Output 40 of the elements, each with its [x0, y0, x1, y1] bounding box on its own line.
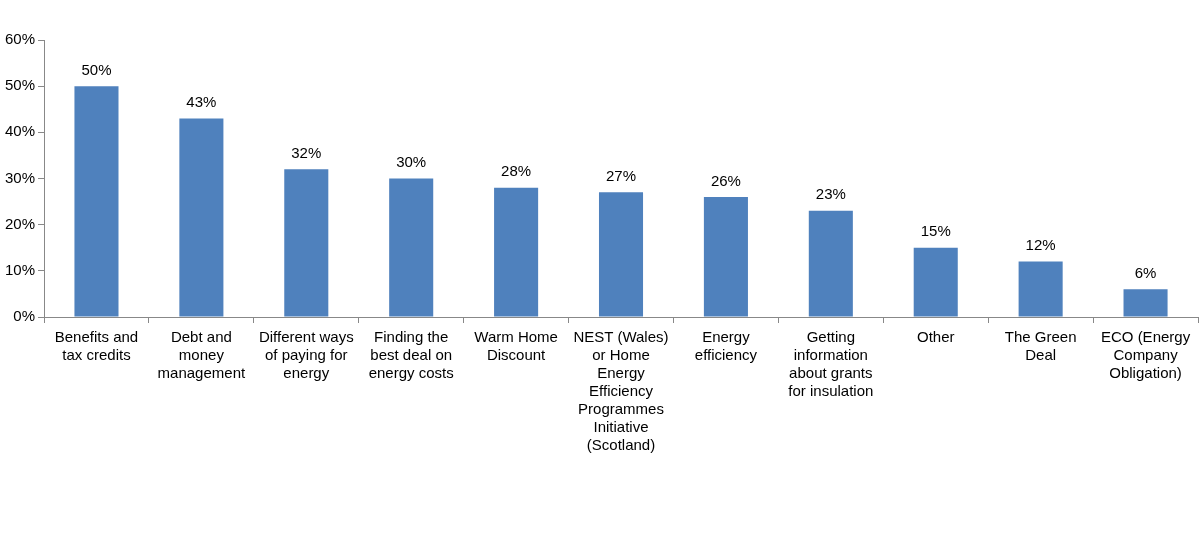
x-tick-label: Debt and money management — [157, 328, 246, 382]
y-tick-label: 30% — [4, 168, 36, 186]
x-tick-label: Energy efficiency — [694, 328, 758, 364]
data-label: 23% — [815, 185, 846, 203]
bar — [74, 86, 119, 317]
bar — [808, 210, 853, 317]
y-tick-label: 50% — [4, 76, 36, 94]
x-tick-label: Getting information about grants for insulation — [788, 328, 874, 400]
bar — [703, 196, 748, 317]
bar — [1018, 261, 1063, 317]
data-label: 27% — [606, 166, 637, 184]
y-tick-label: 0% — [13, 307, 36, 325]
bar — [913, 247, 958, 317]
x-tick-label: Other — [916, 328, 955, 346]
bar — [284, 169, 329, 317]
data-label: 6% — [1134, 263, 1157, 281]
data-label: 12% — [1025, 236, 1056, 254]
data-label: 26% — [710, 171, 741, 189]
data-label: 15% — [920, 222, 951, 240]
x-tick-label: Different ways of paying for energy — [258, 328, 354, 382]
y-tick-label: 20% — [4, 214, 36, 232]
x-tick-label: Finding the best deal on energy costs — [368, 328, 454, 382]
x-tick-label: Warm Home Discount — [474, 328, 558, 364]
y-tick-label: 40% — [4, 122, 36, 140]
data-label: 28% — [501, 162, 532, 180]
data-label: 50% — [81, 60, 112, 78]
x-tick-label: Benefits and tax credits — [54, 328, 139, 364]
x-tick-label: ECO (Energy Company Obligation) — [1100, 328, 1191, 382]
x-tick-label: NEST (Wales) or Home Energy Efficiency Programmes Initiative (Scotland) — [573, 328, 669, 454]
data-label: 30% — [396, 153, 427, 171]
y-tick-label: 60% — [4, 30, 36, 48]
bar — [179, 118, 224, 317]
y-tick-label: 10% — [4, 260, 36, 278]
bar — [598, 192, 644, 317]
bar — [494, 187, 539, 317]
bar — [389, 178, 434, 317]
data-label: 43% — [186, 93, 217, 111]
x-tick-label: The Green Deal — [1004, 328, 1077, 364]
bar — [1123, 289, 1168, 317]
data-label: 32% — [291, 143, 322, 161]
